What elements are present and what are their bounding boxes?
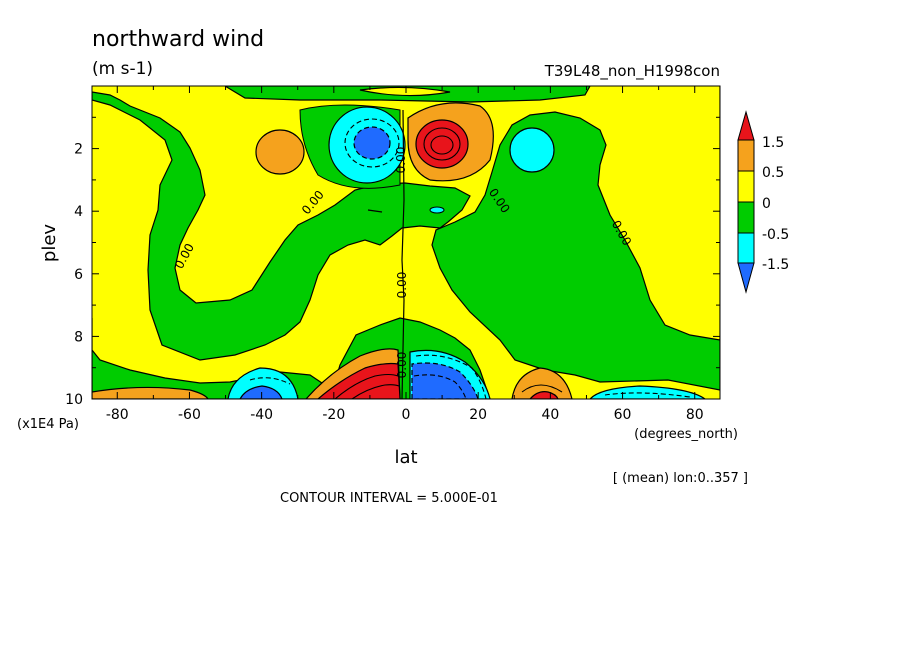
x-tick-label: -60 [178,407,201,423]
colorbar-swatch [737,170,755,203]
colorbar-label: 0 [762,196,771,212]
x-tick-label: 40 [541,407,559,423]
contour-small-south [367,209,383,213]
x-tick-label: 20 [469,407,487,423]
contour-lower-neg-1 [413,374,467,399]
colorbar-label: -0.5 [762,227,789,243]
x-tick-label: 0 [402,407,411,423]
band-orange-lower-far-south [92,386,209,399]
band-orange-upper-south [255,129,305,175]
y-axis-label: plev [39,224,60,263]
axes: -80 -60 -40 -20 0 20 40 60 80 2 4 6 8 10 [65,86,720,423]
band-red-lower [317,362,401,399]
contour-upper-pos-2 [430,135,454,155]
band-orange-lower-north [511,367,573,399]
band-cyan-lower-south [227,367,299,399]
colorbar-label: 0.5 [762,165,784,181]
contour-lower-far-north [604,392,691,398]
band-yellow-top [359,86,451,97]
band-green-south [92,91,471,361]
band-cyan-upper-north [509,127,555,173]
contour-lower-pos-2 [351,384,400,399]
x-tick-label: -80 [106,407,129,423]
x-tick-label: -40 [250,407,273,423]
band-cyan-lower-far-north [589,385,707,399]
x-tick-label: 80 [686,407,704,423]
contour-upper-neg-1 [344,118,400,168]
y-tick-label: 8 [74,329,83,345]
colorbar-swatch [737,201,755,234]
x-axis-unit: (degrees_north) [634,427,738,442]
y-tick-label: 6 [74,267,83,283]
band-red-upper [415,119,469,169]
run-label: T39L48_non_H1998con [544,62,720,81]
x-tick-label: -20 [322,407,345,423]
band-blue-lower-south [239,385,283,399]
colorbar: 1.5 0.5 0 -0.5 -1.5 [737,110,789,294]
contour-lower-pos-1 [334,373,399,399]
contour-upper-pos-1 [423,127,461,161]
band-cyan-small [429,206,445,214]
chart-units: (m s-1) [92,59,153,79]
contour-interval: CONTOUR INTERVAL = 5.000E-01 [280,491,498,506]
contour-zero-equator [401,109,405,399]
y-tick-label: 4 [74,204,83,220]
colorbar-label: 1.5 [762,135,784,151]
colorbar-swatch [737,262,755,294]
colorbar-swatch [737,139,755,172]
colorbar-label: -1.5 [762,257,789,273]
y-tick-label: 10 [65,392,83,408]
band-blue-upper [353,126,391,160]
chart-title: northward wind [92,27,264,52]
y-axis-unit: (x1E4 Pa) [17,417,79,432]
plot-area [92,86,720,399]
band-red-lower-north [529,391,559,399]
mean-note: [ (mean) lon:0..357 ] [613,471,748,486]
x-axis-label: lat [394,447,417,468]
contour-lower-neg-2 [415,354,487,399]
colorbar-swatch [737,110,755,141]
colorbar-swatch [737,232,755,264]
contour-lower-north-pos [521,384,563,393]
contour-label: 0.00 [394,147,408,174]
x-tick-label: 60 [614,407,632,423]
contour-label: 0.00 [395,352,409,379]
contour-label: 0.00 [395,272,409,299]
y-tick-label: 2 [74,142,83,158]
contour-lower-south-neg [249,377,291,385]
band-green-north [431,86,720,391]
